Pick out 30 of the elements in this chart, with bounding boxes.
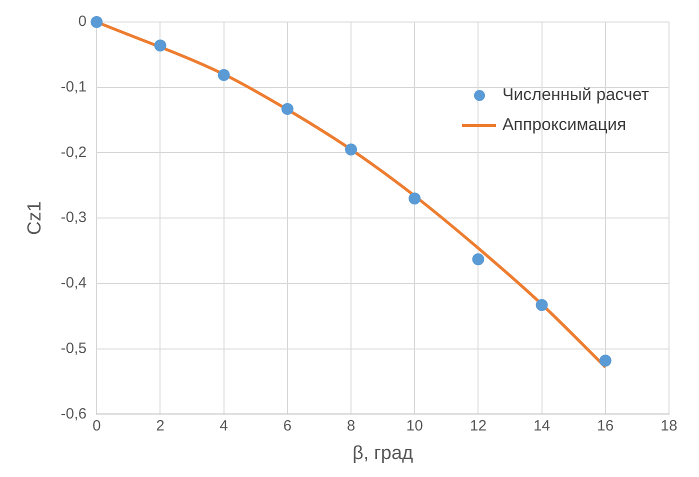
point xyxy=(599,354,612,367)
y-tick-label: -0,2 xyxy=(60,144,87,161)
y-tick-label: -0,3 xyxy=(60,209,87,226)
y-tick-label: -0,6 xyxy=(60,405,87,422)
x-tick-label: 4 xyxy=(220,417,228,434)
point xyxy=(281,102,294,115)
x-tick-label: 10 xyxy=(406,417,423,434)
x-tick-label: 0 xyxy=(92,417,101,434)
y-tick-label: 0 xyxy=(78,13,87,30)
point xyxy=(218,68,230,81)
point xyxy=(408,192,421,204)
x-tick-label: 18 xyxy=(660,417,678,434)
x-tick-label: 16 xyxy=(597,417,614,434)
point xyxy=(536,299,548,312)
y-axis-title: Cz1 xyxy=(24,201,46,235)
y-tick-label: -0,1 xyxy=(60,78,87,96)
legend-label: Численный расчет xyxy=(502,85,649,105)
point xyxy=(90,16,103,28)
x-tick-label: 12 xyxy=(470,417,487,434)
legend-label: Аппроксимация xyxy=(502,115,626,135)
point xyxy=(154,40,166,52)
y-tick-label: -0,4 xyxy=(60,274,87,292)
point xyxy=(472,253,484,266)
x-tick-label: 8 xyxy=(346,417,356,434)
x-tick-label: 2 xyxy=(156,417,164,434)
x-axis-title: β, град xyxy=(352,442,414,464)
x-tick-label: 14 xyxy=(533,417,550,434)
y-tick-label: -0,5 xyxy=(60,340,87,357)
x-tick-label: 6 xyxy=(283,417,292,434)
point xyxy=(345,143,358,156)
